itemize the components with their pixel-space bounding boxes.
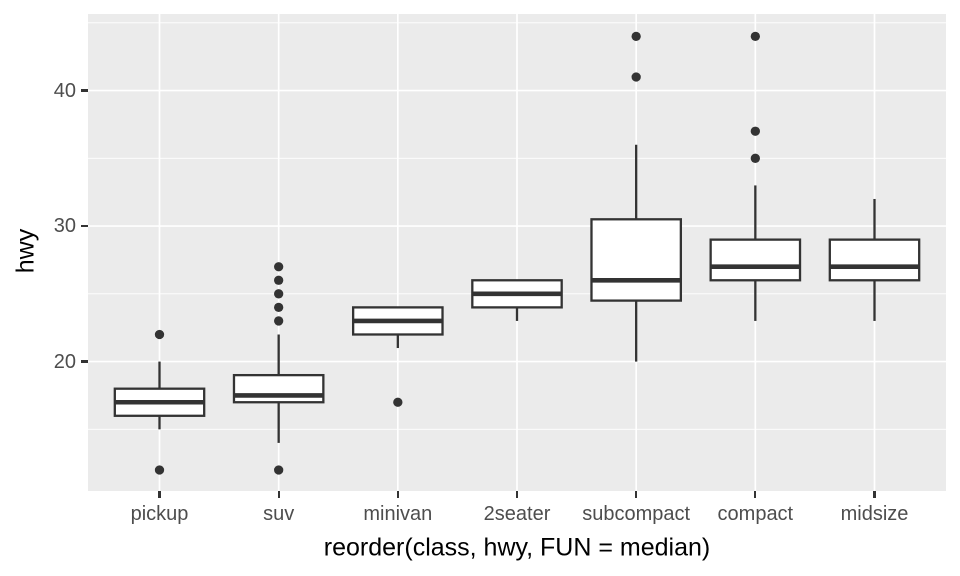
outlier-point [274,302,284,313]
x-tick-label: pickup [130,503,189,525]
x-tick-mark [754,491,757,498]
box-subcompact [590,218,683,302]
y-tick-label: 30 [53,215,76,238]
y-tick-mark [81,360,88,363]
boxplot-canvas [88,14,946,491]
x-tick-label: subcompact [582,503,691,525]
plot-panel [88,14,946,491]
outlier-point [393,397,403,407]
outlier-point [154,465,165,475]
outlier-point [750,126,760,136]
outlier-point [154,329,165,340]
x-tick-label: compact [717,503,794,525]
box-midsize [828,238,921,282]
x-tick-mark [515,491,519,498]
x-tick-mark [158,491,161,498]
outlier-point [631,72,641,82]
y-tick-mark [81,224,88,228]
outlier-point [750,31,760,42]
x-tick-label: suv [263,503,295,525]
y-tick-mark [81,89,88,92]
x-tick-label: 2seater [483,503,551,525]
outlier-point [274,275,284,285]
x-tick-mark [873,491,876,498]
outlier-point [274,465,284,475]
x-tick-mark [277,491,280,498]
x-axis-title: reorder(class, hwy, FUN = median) [323,533,711,562]
outlier-point [274,316,284,326]
y-tick-label: 20 [53,350,76,373]
box-suv [232,373,325,404]
outlier-point [274,262,284,272]
x-tick-label: minivan [363,503,433,525]
x-tick-mark [635,491,638,498]
x-tick-mark [396,491,399,498]
x-tick-label: midsize [840,503,909,525]
outlier-point [274,289,284,299]
outlier-point [631,31,641,42]
box-compact [709,238,802,282]
y-tick-label: 40 [53,79,76,102]
outlier-point [750,153,760,163]
